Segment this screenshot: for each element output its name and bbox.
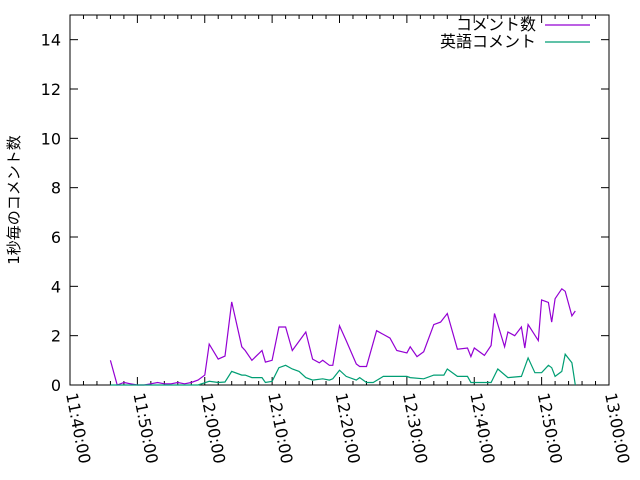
- x-tick-label: 11:50:00: [129, 391, 161, 465]
- x-tick-label: 12:10:00: [264, 391, 296, 465]
- y-tick-label: 12: [41, 80, 61, 99]
- axes: 0 2 4 6 8 10 12 14 11:40:00 11:50:00 12:00:00 12:10…: [41, 14, 633, 465]
- x-tick-label: 12:20:00: [332, 391, 364, 465]
- legend-label-1: 英語コメント: [440, 32, 536, 51]
- series-line-0: [109, 287, 576, 386]
- y-tick-label: 14: [41, 31, 61, 50]
- plot-border: [69, 14, 610, 386]
- y-tick-label: 4: [51, 277, 61, 296]
- y-axis-label: 1秒毎のコメント数: [5, 135, 23, 265]
- x-tick-label: 12:30:00: [399, 391, 431, 465]
- series-lines: [109, 287, 576, 386]
- x-tick-label: 11:40:00: [62, 391, 94, 465]
- x-tick-label: 13:00:00: [601, 391, 633, 465]
- legend-label-0: コメント数: [456, 15, 536, 34]
- x-tick-label: 12:40:00: [466, 391, 498, 465]
- series-line-1: [110, 352, 576, 386]
- y-tick-label: 6: [51, 228, 61, 247]
- legend: コメント数 英語コメント: [440, 15, 590, 51]
- x-tick-label: 12:00:00: [197, 391, 229, 465]
- y-tick-label: 2: [51, 327, 61, 346]
- y-tick-label: 0: [51, 376, 61, 395]
- x-tick-label: 12:50:00: [534, 391, 566, 465]
- y-tick-label: 10: [41, 129, 61, 148]
- y-tick-label: 8: [51, 179, 61, 198]
